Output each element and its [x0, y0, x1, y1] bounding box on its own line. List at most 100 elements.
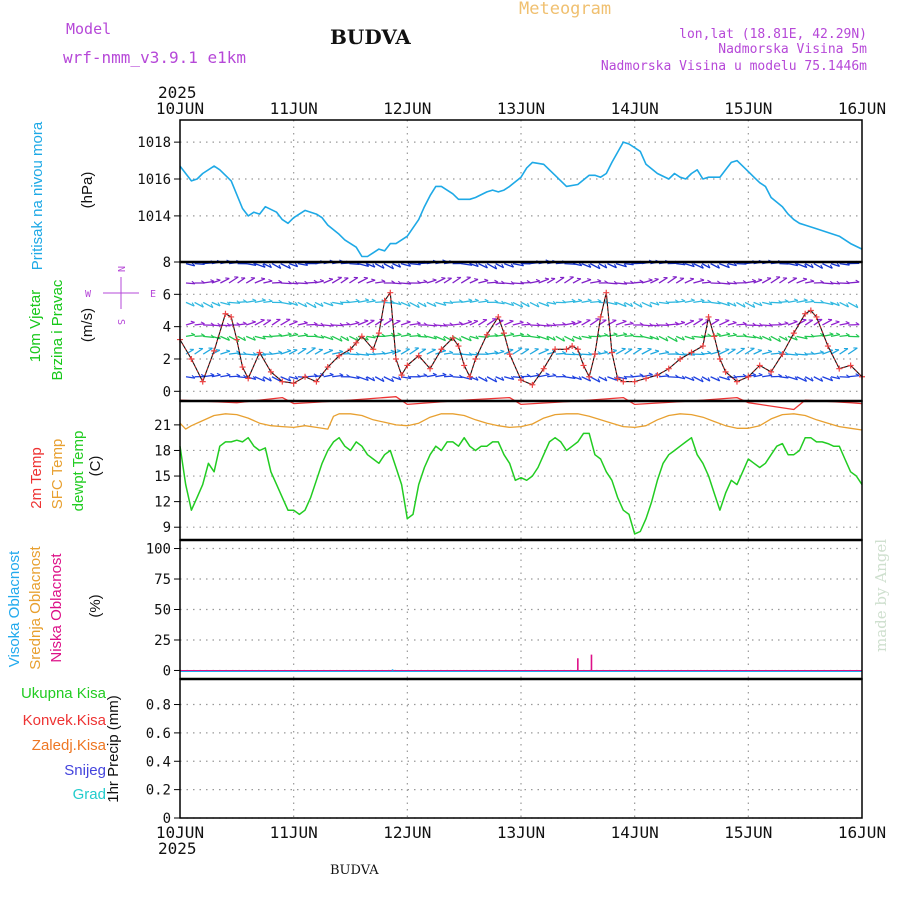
wind-vector — [564, 376, 576, 380]
wind-vector — [796, 376, 807, 382]
wind-vector — [564, 322, 576, 326]
wind-vector-head — [654, 349, 660, 352]
wind-speed-marker — [807, 307, 814, 314]
wind-speed-marker — [256, 349, 263, 356]
wind-vector-head — [759, 322, 763, 327]
elevation-label: Nadmorska Visina 5m — [718, 42, 867, 57]
wind-vector — [633, 281, 644, 284]
wind-vector — [366, 376, 375, 382]
wind-vector-head — [742, 321, 747, 325]
wind-vector-head — [810, 351, 815, 355]
wind-vector-head — [546, 336, 550, 341]
wind-vector-head — [365, 376, 369, 381]
wind-vector-head — [810, 263, 814, 268]
wind-vector — [392, 320, 401, 326]
wind-vector — [263, 280, 273, 284]
wind-vector-head — [630, 280, 634, 284]
wind-vector-head — [500, 349, 505, 352]
y-tick-label: 25 — [154, 633, 171, 649]
wind-vector — [572, 300, 582, 304]
wind-speed-marker — [722, 368, 729, 375]
wind-vector-head — [855, 303, 859, 308]
y-tick-label: 9 — [163, 520, 171, 536]
wind-vector — [323, 301, 334, 307]
wind-vector — [796, 335, 808, 340]
wind-vector — [211, 279, 221, 284]
y-tick-label: 50 — [154, 603, 171, 619]
wind-speed-marker — [580, 362, 587, 369]
wind-vector-head — [597, 378, 601, 383]
wind-vector-head — [216, 372, 221, 376]
wind-vector — [185, 334, 195, 337]
wind-vector-head — [458, 299, 463, 303]
wind-vector — [263, 376, 272, 382]
wind-vector-head — [768, 372, 773, 376]
wind-vector — [202, 301, 214, 309]
wind-vector — [839, 301, 849, 308]
wind-vector-head — [681, 336, 685, 341]
wind-vector — [375, 300, 386, 304]
wind-speed-marker — [211, 347, 218, 354]
wind-vector-head — [577, 298, 583, 302]
wind-vector-head — [752, 372, 757, 376]
wind-vector-head — [294, 332, 299, 336]
wind-vector-head — [371, 278, 376, 281]
wind-vector-head — [494, 333, 499, 337]
wind-vector — [607, 263, 617, 269]
wind-vector — [641, 374, 653, 378]
wind-vector — [598, 351, 608, 355]
wind-vector — [297, 334, 308, 337]
wind-vector — [185, 282, 196, 285]
y-tick-label: 21 — [154, 418, 171, 434]
wind-vector — [624, 348, 633, 355]
wind-vector-head — [835, 332, 841, 336]
wind-vector — [676, 262, 686, 266]
y-tick-label: 100 — [146, 542, 171, 558]
wind-vector — [478, 376, 488, 383]
wind-vector — [693, 335, 705, 339]
compass-label-w: W — [85, 289, 92, 300]
wind-vector-head — [433, 335, 437, 340]
wind-vector — [770, 335, 781, 343]
wind-vector-head — [441, 277, 446, 279]
y-tick-label: 15 — [154, 469, 171, 485]
wind-speed-marker — [245, 375, 252, 382]
footer-station: BUDVA — [330, 863, 379, 878]
wind-vector — [813, 376, 823, 382]
wind-vector — [220, 301, 231, 306]
wind-vector — [332, 301, 344, 305]
wind-vector — [572, 321, 582, 326]
wind-vector — [314, 349, 324, 355]
wind-vector-head — [236, 373, 241, 377]
wind-vector-head — [526, 373, 531, 377]
wind-vector — [263, 335, 273, 338]
wind-vector-head — [475, 376, 479, 381]
y-tick-label: 6 — [163, 287, 171, 303]
wind-vector-head — [732, 332, 737, 336]
wind-vector — [443, 375, 454, 378]
wind-vector — [409, 347, 420, 355]
wind-vector-head — [784, 299, 789, 302]
wind-vector-head — [398, 263, 402, 268]
wind-vector — [701, 352, 712, 355]
wind-vector — [452, 276, 462, 284]
wind-vector-head — [442, 336, 446, 341]
wind-vector-head — [269, 377, 272, 382]
wind-vector-head — [433, 302, 437, 307]
wind-vector-head — [468, 337, 472, 342]
y-tick-label: 1014 — [137, 209, 171, 225]
wind-vector-head — [510, 302, 515, 306]
wind-vector — [288, 349, 298, 355]
wind-vector-head — [630, 374, 634, 378]
wind-vector-head — [552, 336, 556, 341]
wind-vector-head — [484, 278, 489, 282]
wind-vector-head — [665, 300, 670, 305]
wind-vector-head — [758, 278, 763, 281]
wind-vector-head — [802, 277, 807, 280]
x-tick-label-bottom: 11JUN — [270, 823, 318, 842]
wind-vector-head — [725, 348, 730, 350]
wind-vector-head — [716, 332, 721, 336]
station-title: BUDVA — [330, 25, 411, 49]
wind-vector-head — [364, 298, 370, 301]
wind-vector — [762, 350, 773, 355]
